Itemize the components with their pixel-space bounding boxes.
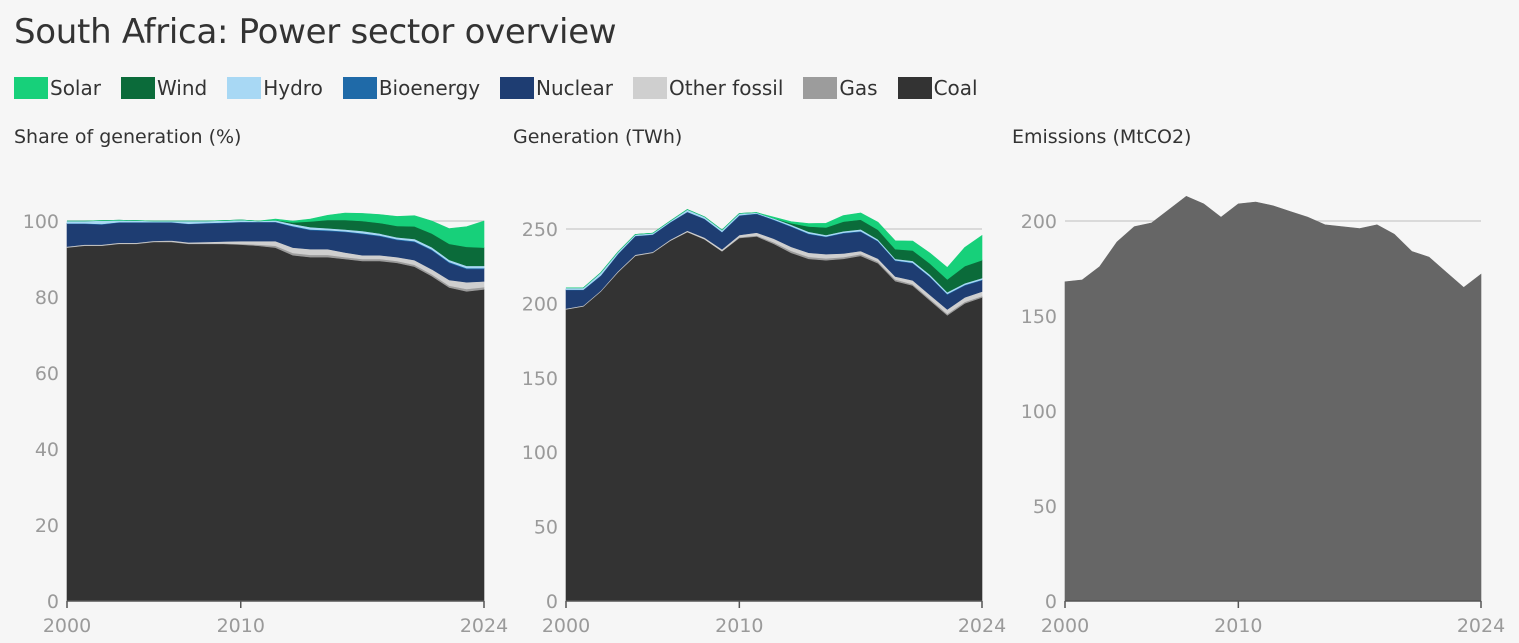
x-tick-label: 2000 [542,615,590,637]
chart-emissions-mtco2-: 0 50 100 150 200 2000 2010 2024 [1021,195,1505,637]
legend-label-other-fossil: Other fossil [669,76,784,100]
x-tick-label: 2010 [217,615,265,637]
chart-generation-twh-: 0 50 100 150 200 250 2000 2010 2024 [522,209,1006,637]
legend-item-coal: Coal [897,76,978,100]
y-tick-label: 50 [534,517,558,539]
legend-swatch-solar [14,77,48,99]
page-title: South Africa: Power sector overview [14,12,617,52]
y-tick-label: 150 [1021,306,1057,328]
y-tick-label: 60 [35,363,59,385]
legend-item-nuclear: Nuclear [500,76,613,100]
x-tick-label: 2010 [1214,615,1262,637]
x-tick-label: 2024 [460,615,508,637]
y-tick-label: 100 [23,211,59,233]
legend-label-nuclear: Nuclear [536,76,614,100]
legend: Solar Wind Hydro Bioenergy Nuclear Other… [14,76,998,100]
y-tick-label: 250 [522,219,558,241]
legend-swatch-coal [897,77,932,99]
legend-label-coal: Coal [933,76,978,100]
legend-swatch-gas [803,77,838,99]
y-tick-label: 200 [1021,211,1057,233]
x-tick-label: 2000 [43,615,91,637]
legend-swatch-other-fossil [633,77,668,99]
y-tick-label: 150 [522,368,558,390]
y-tick-label: 0 [47,591,59,613]
x-tick-label: 2024 [1457,615,1505,637]
y-tick-label: 200 [522,293,558,315]
y-tick-label: 20 [35,515,59,537]
legend-item-gas: Gas [803,76,878,100]
legend-item-wind: Wind [120,76,208,100]
y-tick-label: 80 [35,287,59,309]
legend-item-hydro: Hydro [227,76,323,100]
area-coal [66,241,485,602]
y-tick-label: 0 [546,591,558,613]
x-tick-label: 2024 [958,615,1006,637]
panel-title-generation: Generation (TWh) [513,126,683,148]
area-solar [566,209,983,289]
y-tick-label: 100 [522,442,558,464]
y-tick-label: 40 [35,439,59,461]
panel-title-emissions: Emissions (MtCO2) [1012,126,1192,148]
y-tick-label: 0 [1045,591,1057,613]
legend-swatch-bioenergy [342,77,377,99]
legend-swatch-hydro [227,77,262,99]
area-emissions [1064,195,1482,602]
legend-item-bioenergy: Bioenergy [342,76,481,100]
area-solar [67,212,485,248]
legend-item-other-fossil: Other fossil [633,76,783,100]
x-tick-label: 2000 [1041,615,1089,637]
panel-title-share: Share of generation (%) [14,126,242,148]
y-tick-label: 50 [1033,496,1057,518]
x-tick-label: 2010 [715,615,763,637]
legend-swatch-nuclear [500,77,535,99]
chart-share-of-generation-: 0 20 40 60 80 100 2000 2010 2024 [23,211,508,637]
legend-label-wind: Wind [156,76,208,100]
legend-label-solar: Solar [50,76,101,100]
legend-label-hydro: Hydro [263,76,323,100]
legend-item-solar: Solar [14,76,101,100]
y-tick-label: 100 [1021,401,1057,423]
legend-label-bioenergy: Bioenergy [378,76,481,100]
legend-label-gas: Gas [839,76,878,100]
legend-swatch-wind [120,77,155,99]
